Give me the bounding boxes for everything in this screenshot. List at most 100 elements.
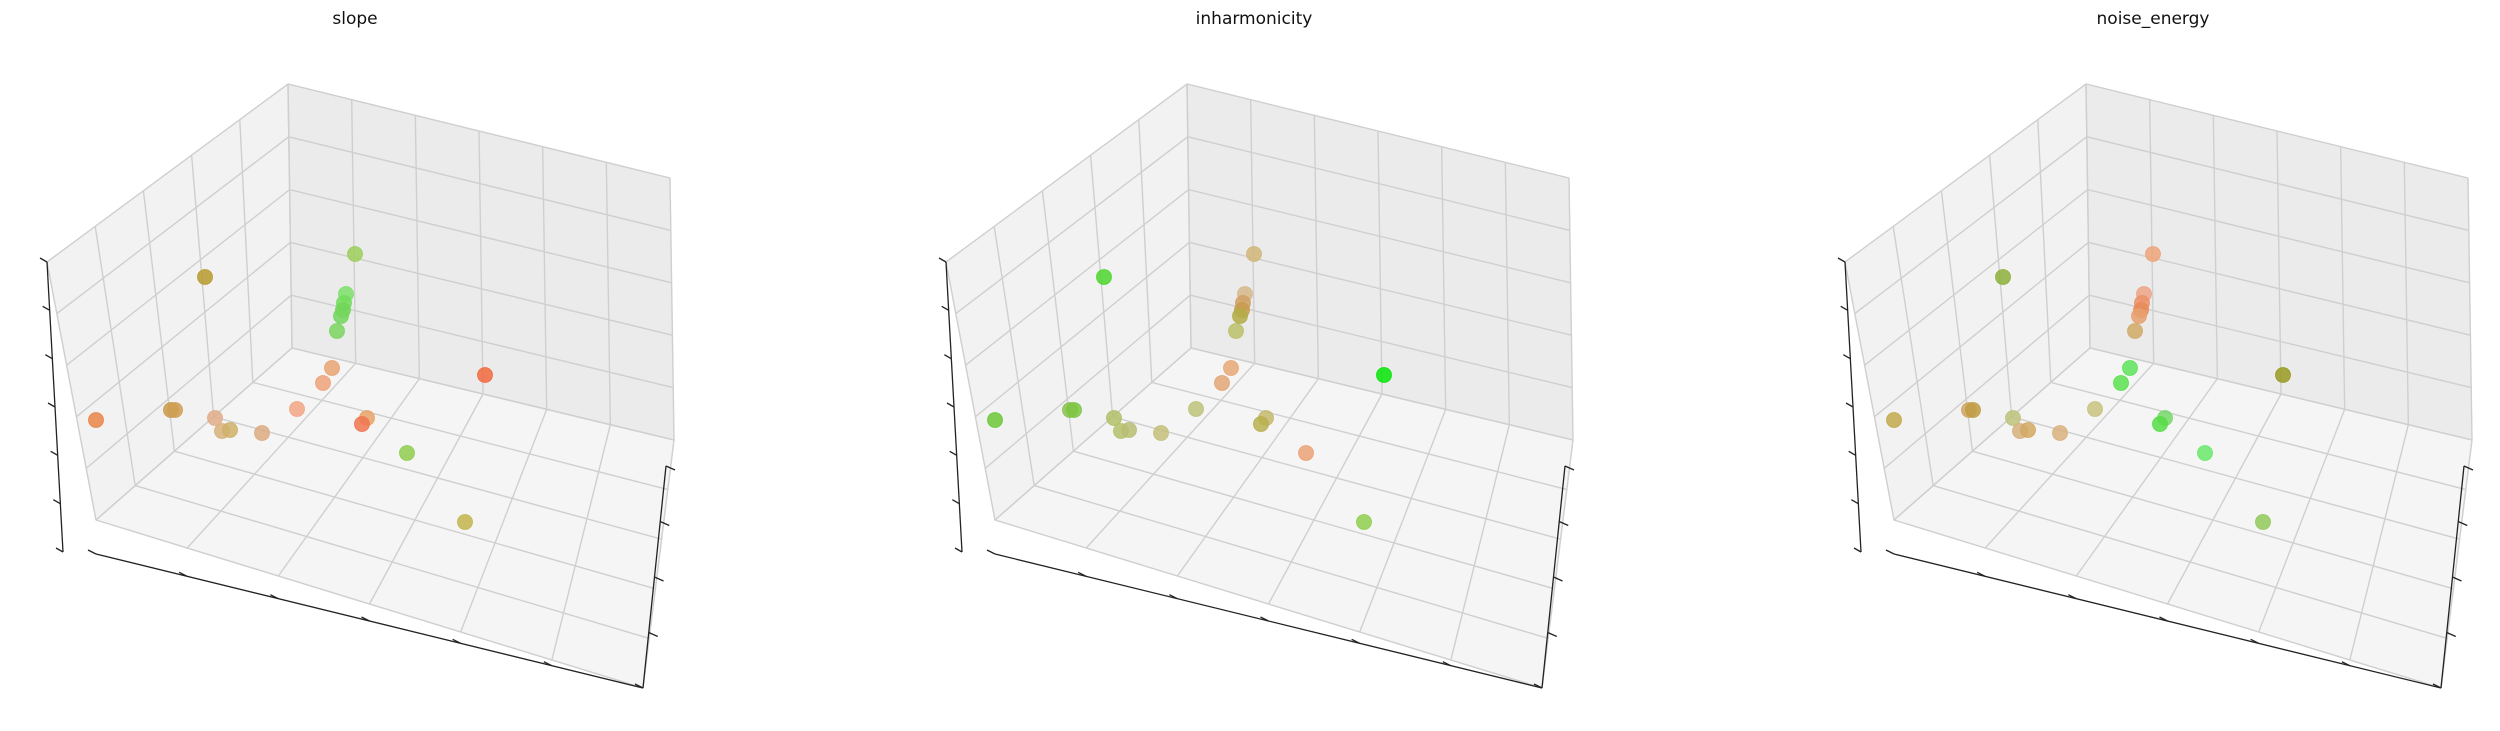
y-tick [2452,576,2462,582]
grid-line-left-pane [993,226,1035,486]
x-tick [270,594,279,600]
scatter-point [1246,246,1262,262]
chart-title: noise_energy [2097,9,2210,29]
z-tick [1853,547,1862,553]
grid-line-floor [1267,393,1383,605]
grid-line-floor [1176,378,1319,577]
grid-line-floor [2011,416,2460,540]
z-tick [941,305,949,311]
grid-line-z-level [945,83,1570,263]
grid-line-floor [252,381,668,491]
grid-line-back-pane [605,162,612,425]
scatter-point [1188,401,1204,417]
grid-line-floor [1359,409,1447,633]
y-tick [648,631,659,638]
scatter-point [2127,323,2143,339]
grid-line-floor [277,378,420,577]
scatter-point [1965,402,1981,418]
grid-line-back-pane [1440,146,1447,410]
grid-line-z-level [1873,241,2471,418]
x-tick [1351,638,1360,644]
y-tick [654,576,664,582]
grid-line-back-pane [350,99,357,364]
x-tick [986,549,996,555]
grid-line-back-pane [1249,99,1256,364]
grid-line-floor [2075,378,2218,577]
grid-line-back-pane [287,83,293,349]
scatter-point [1223,360,1239,376]
grid-line-left-pane [1988,155,2013,417]
z-tick [944,354,952,360]
scatter-point [1106,410,1122,426]
x-tick [1885,549,1895,555]
grid-line-left-pane [1138,119,1153,383]
grid-line-floor [2089,347,2473,441]
scatter-point [399,445,415,461]
grid-line-back-pane [1377,130,1383,395]
scatter-point [2152,416,2168,432]
x-tick [2250,638,2259,644]
scatter-point [167,402,183,418]
scatter-point [1232,308,1248,324]
grid-line-left-pane [94,226,136,486]
scatter-point [1995,269,2011,285]
grid-line-floor [95,519,644,689]
grid-line-floor [460,409,548,633]
z-tick [1843,354,1851,360]
scatter-point [2020,422,2036,438]
scatter-point [88,412,104,428]
scatter-point [2052,425,2068,441]
scatter-point [1253,416,1269,432]
scatter-point [315,375,331,391]
scatter-point [347,246,363,262]
z-tick [47,402,56,408]
x-tick [1442,661,1452,667]
y-tick [2463,465,2474,471]
grid-line-floor [2440,439,2473,689]
scatter-point [1066,402,1082,418]
x-tick [361,616,370,622]
scatter-point [324,360,340,376]
y-tick [2457,520,2468,527]
scatter-point [457,514,473,530]
scatter-point [354,416,370,432]
grid-line-floor [186,362,357,549]
grid-line-z-level [56,136,671,315]
grid-line-z-level [955,136,1570,315]
grid-line-z-level [1864,188,2470,366]
chart-title: slope [332,9,377,29]
scatter-point [254,425,270,441]
scatter-point [1121,422,1137,438]
grid-line-back-pane [2403,162,2410,425]
grid-line-back-pane [1313,115,1320,379]
grid-line-left-pane [239,119,254,383]
grid-line-floor [213,416,662,540]
scatter-point [197,269,213,285]
grid-line-floor [1933,484,2448,640]
grid-line-floor [2050,381,2466,491]
grid-line-z-level [984,294,1573,469]
grid-line-floor [368,393,484,605]
grid-line-floor [1541,439,1574,689]
grid-line-floor [174,450,656,590]
scatter-point [1886,412,1902,428]
scatter-point [2122,360,2138,376]
grid-line-floor [291,347,675,441]
z-tick [1848,450,1856,456]
scatter-point [289,401,305,417]
grid-line-z-level [974,241,1572,418]
x-tick [2432,683,2442,689]
grid-line-left-pane [1844,261,1895,521]
grid-line-floor [551,424,612,661]
grid-line-back-pane [1186,83,1192,349]
x-tick [2068,594,2077,600]
scatter-point [987,412,1003,428]
scatter-point [2131,308,2147,324]
grid-line-floor [2349,424,2410,661]
grid-line-floor [994,519,1543,689]
scatter-point [207,410,223,426]
grid-line-floor [1190,347,1574,441]
y-tick [1564,465,1575,471]
grid-line-floor [994,347,1192,521]
